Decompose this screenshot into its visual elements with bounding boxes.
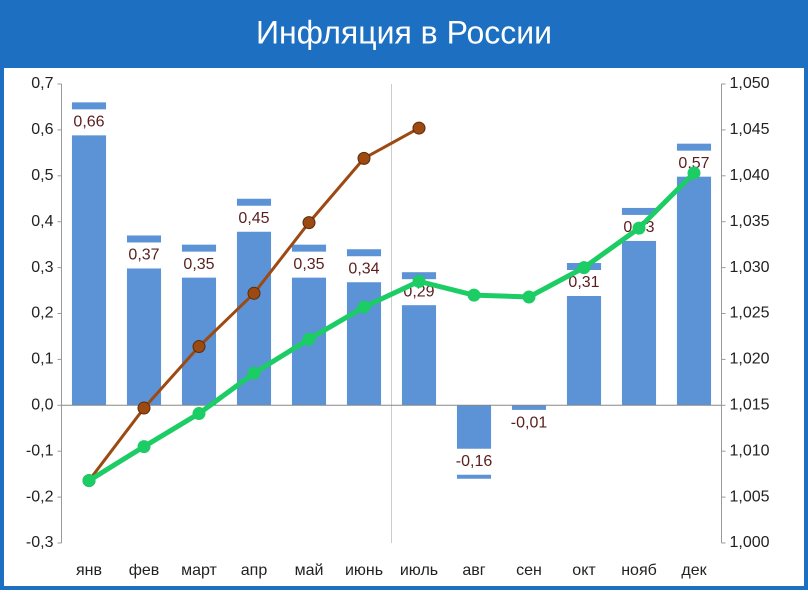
bar bbox=[71, 102, 107, 406]
point bbox=[412, 121, 426, 135]
x-tick-label: май bbox=[295, 562, 324, 579]
data-label: -0,16 bbox=[456, 453, 493, 470]
data-label: 0,57 bbox=[678, 155, 709, 172]
point bbox=[632, 221, 646, 235]
point bbox=[357, 300, 371, 314]
data-label: 0,35 bbox=[183, 256, 214, 273]
y-tick-label: 0,3 bbox=[31, 259, 53, 276]
y2-tick-label: 1,015 bbox=[730, 397, 770, 414]
y2-tick-label: 1,010 bbox=[730, 442, 770, 459]
point bbox=[687, 166, 701, 180]
data-label: 0,35 bbox=[293, 256, 324, 273]
y2-tick-label: 1,000 bbox=[730, 534, 770, 551]
y2-tick-label: 1,030 bbox=[730, 259, 770, 276]
point bbox=[302, 216, 316, 230]
label-background bbox=[285, 251, 333, 278]
y2-tick-label: 1,005 bbox=[730, 488, 770, 505]
x-tick-label: март bbox=[181, 562, 217, 579]
label-background bbox=[175, 251, 223, 278]
point bbox=[137, 440, 151, 454]
x-tick-label: сен bbox=[516, 562, 542, 579]
x-tick-label: июнь bbox=[345, 562, 383, 579]
y2-tick-label: 1,020 bbox=[730, 351, 770, 368]
y-tick-label: 0,6 bbox=[31, 121, 53, 138]
point bbox=[137, 401, 151, 415]
y2-tick-label: 1,045 bbox=[730, 121, 770, 138]
label-background bbox=[450, 448, 498, 475]
point bbox=[82, 474, 96, 488]
point bbox=[302, 332, 316, 346]
line bbox=[87, 171, 696, 483]
x-tick-label: янв bbox=[76, 562, 102, 579]
y2-tick-label: 1,035 bbox=[730, 213, 770, 230]
point bbox=[412, 274, 426, 288]
point bbox=[192, 340, 206, 354]
data-label: 0,66 bbox=[73, 114, 104, 131]
y-tick-label: -0,2 bbox=[26, 488, 54, 505]
label-background bbox=[65, 109, 113, 136]
x-tick-label: дек bbox=[681, 562, 707, 579]
data-label: 0,31 bbox=[568, 274, 599, 291]
data-label: 0,45 bbox=[238, 210, 269, 227]
x-tick-label: авг bbox=[462, 562, 485, 579]
point bbox=[522, 290, 536, 304]
y-tick-label: 0,2 bbox=[31, 305, 53, 322]
chart-title: Инфляция в России bbox=[256, 14, 552, 50]
y2-tick-label: 1,025 bbox=[730, 305, 770, 322]
x-tick-label: окт bbox=[572, 562, 596, 579]
point bbox=[467, 288, 481, 302]
data-label: 0,34 bbox=[348, 260, 379, 277]
x-tick-label: фев bbox=[129, 562, 160, 579]
point bbox=[357, 151, 371, 165]
bar bbox=[511, 405, 547, 410]
y-tick-label: 0,4 bbox=[31, 213, 53, 230]
y-tick-label: 0,0 bbox=[31, 397, 53, 414]
x-tick-label: нояб bbox=[621, 562, 657, 579]
point bbox=[577, 261, 591, 275]
point bbox=[192, 407, 206, 421]
y-tick-label: 0,5 bbox=[31, 167, 53, 184]
x-tick-label: июль bbox=[400, 562, 438, 579]
point bbox=[247, 366, 261, 380]
label-background bbox=[230, 205, 278, 232]
label-background bbox=[505, 410, 553, 437]
y-tick-label: -0,3 bbox=[26, 534, 54, 551]
y-tick-label: 0,1 bbox=[31, 351, 53, 368]
y-tick-label: -0,1 bbox=[26, 442, 54, 459]
label-background bbox=[120, 242, 168, 269]
y2-tick-label: 1,050 bbox=[730, 75, 770, 92]
data-label: 0,37 bbox=[128, 247, 159, 264]
point bbox=[247, 286, 261, 300]
y2-tick-label: 1,040 bbox=[730, 167, 770, 184]
label-background bbox=[340, 256, 388, 283]
y-tick-label: 0,7 bbox=[31, 75, 53, 92]
x-tick-label: апр bbox=[241, 562, 268, 579]
data-label: -0,01 bbox=[511, 415, 548, 432]
